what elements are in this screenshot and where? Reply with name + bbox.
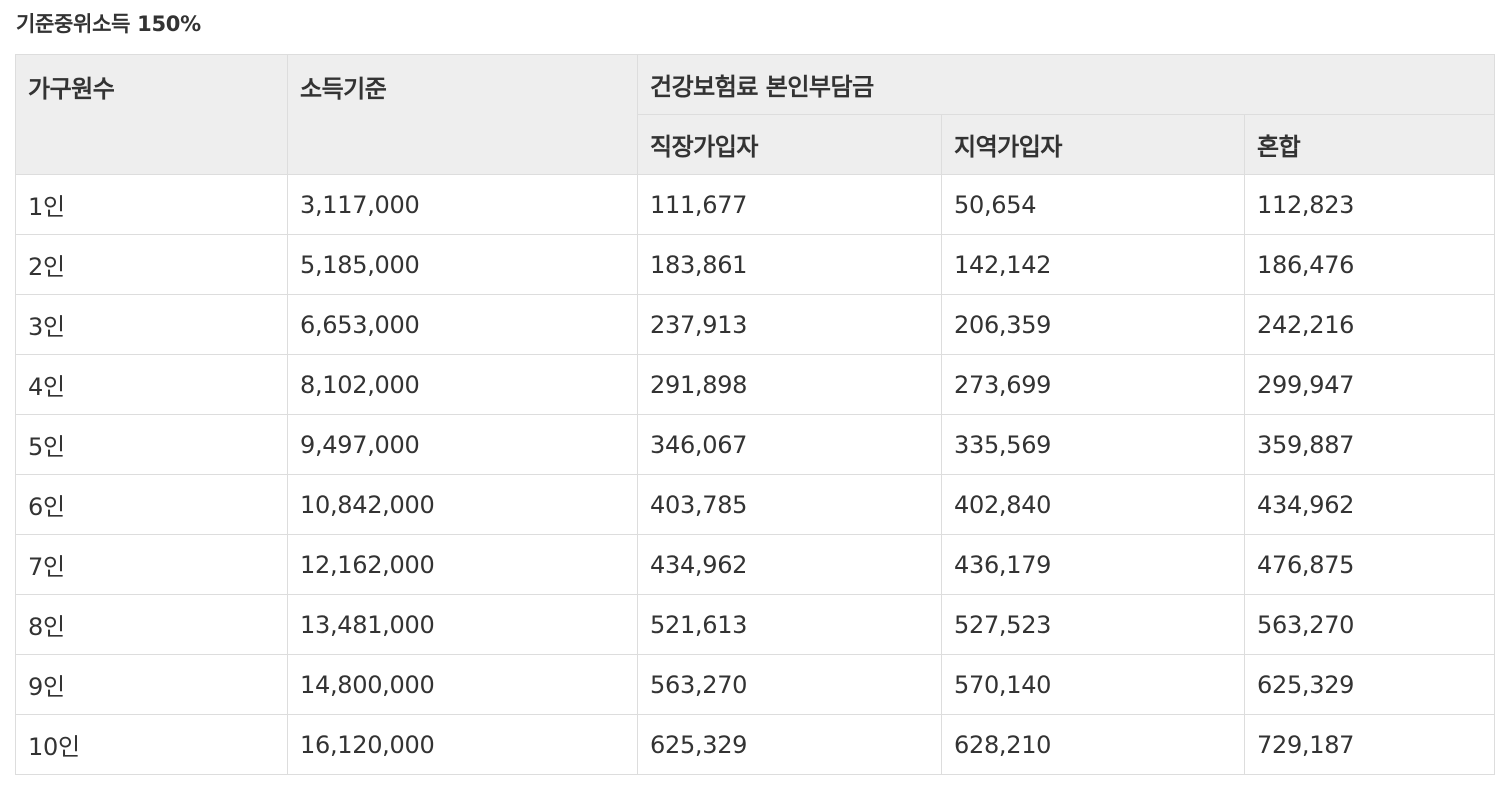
cell-household: 3인 (15, 294, 288, 355)
cell-regional: 402,840 (941, 474, 1245, 535)
header-income: 소득기준 (287, 54, 638, 175)
cell-mixed: 242,216 (1243, 294, 1496, 355)
header-premium-group: 건강보험료 본인부담금 (636, 54, 1496, 115)
table-row: 4인 8,102,000 291,898 273,699 299,947 (15, 354, 1496, 415)
cell-household: 9인 (15, 654, 288, 715)
cell-employee: 291,898 (637, 354, 942, 415)
cell-income: 16,120,000 (287, 714, 638, 775)
cell-employee: 237,913 (637, 294, 942, 355)
cell-income: 8,102,000 (287, 354, 638, 415)
cell-household: 6인 (15, 474, 288, 535)
cell-regional: 570,140 (941, 654, 1245, 715)
cell-income: 3,117,000 (287, 174, 638, 235)
table-body: 1인 3,117,000 111,677 50,654 112,823 2인 5… (15, 174, 1496, 775)
cell-mixed: 434,962 (1243, 474, 1496, 535)
income-premium-table: 가구원수 소득기준 건강보험료 본인부담금 직장가입자 지역가입자 혼합 1인 … (15, 54, 1496, 775)
cell-employee: 403,785 (637, 474, 942, 535)
header-regional: 지역가입자 (941, 114, 1245, 175)
cell-mixed: 563,270 (1243, 594, 1496, 655)
cell-income: 14,800,000 (287, 654, 638, 715)
header-employee: 직장가입자 (637, 114, 942, 175)
cell-household: 10인 (15, 714, 288, 775)
cell-household: 1인 (15, 174, 288, 235)
table-row: 2인 5,185,000 183,861 142,142 186,476 (15, 234, 1496, 295)
cell-regional: 206,359 (941, 294, 1245, 355)
table-row: 8인 13,481,000 521,613 527,523 563,270 (15, 594, 1496, 655)
table-header: 가구원수 소득기준 건강보험료 본인부담금 직장가입자 지역가입자 혼합 (15, 54, 1496, 175)
cell-mixed: 186,476 (1243, 234, 1496, 295)
header-row-1: 가구원수 소득기준 건강보험료 본인부담금 (15, 54, 1496, 175)
cell-income: 6,653,000 (287, 294, 638, 355)
cell-employee: 183,861 (637, 234, 942, 295)
cell-employee: 625,329 (637, 714, 942, 775)
header-mixed: 혼합 (1243, 114, 1496, 175)
cell-household: 5인 (15, 414, 288, 475)
cell-employee: 111,677 (637, 174, 942, 235)
cell-income: 5,185,000 (287, 234, 638, 295)
cell-employee: 521,613 (637, 594, 942, 655)
cell-mixed: 359,887 (1243, 414, 1496, 475)
cell-household: 8인 (15, 594, 288, 655)
cell-regional: 50,654 (941, 174, 1245, 235)
header-row-2: 직장가입자 지역가입자 혼합 (16, 114, 1496, 175)
cell-regional: 628,210 (941, 714, 1245, 775)
table-row: 9인 14,800,000 563,270 570,140 625,329 (15, 654, 1496, 715)
table-row: 10인 16,120,000 625,329 628,210 729,187 (15, 714, 1496, 775)
page-title: 기준중위소득 150% (16, 12, 201, 36)
header-household: 가구원수 (15, 54, 288, 175)
cell-income: 9,497,000 (287, 414, 638, 475)
table-row: 6인 10,842,000 403,785 402,840 434,962 (15, 474, 1496, 535)
cell-mixed: 729,187 (1243, 714, 1496, 775)
cell-mixed: 112,823 (1243, 174, 1496, 235)
cell-employee: 346,067 (637, 414, 942, 475)
table-row: 5인 9,497,000 346,067 335,569 359,887 (15, 414, 1496, 475)
cell-employee: 434,962 (637, 534, 942, 595)
cell-household: 4인 (15, 354, 288, 415)
cell-income: 12,162,000 (287, 534, 638, 595)
cell-regional: 436,179 (941, 534, 1245, 595)
cell-regional: 273,699 (941, 354, 1245, 415)
table-row: 3인 6,653,000 237,913 206,359 242,216 (15, 294, 1496, 355)
cell-household: 2인 (15, 234, 288, 295)
cell-employee: 563,270 (637, 654, 942, 715)
table-row: 7인 12,162,000 434,962 436,179 476,875 (15, 534, 1496, 595)
cell-income: 10,842,000 (287, 474, 638, 535)
cell-income: 13,481,000 (287, 594, 638, 655)
table-row: 1인 3,117,000 111,677 50,654 112,823 (15, 174, 1496, 235)
cell-mixed: 299,947 (1243, 354, 1496, 415)
cell-regional: 527,523 (941, 594, 1245, 655)
cell-regional: 335,569 (941, 414, 1245, 475)
cell-household: 7인 (15, 534, 288, 595)
cell-mixed: 476,875 (1243, 534, 1496, 595)
cell-mixed: 625,329 (1243, 654, 1496, 715)
cell-regional: 142,142 (941, 234, 1245, 295)
